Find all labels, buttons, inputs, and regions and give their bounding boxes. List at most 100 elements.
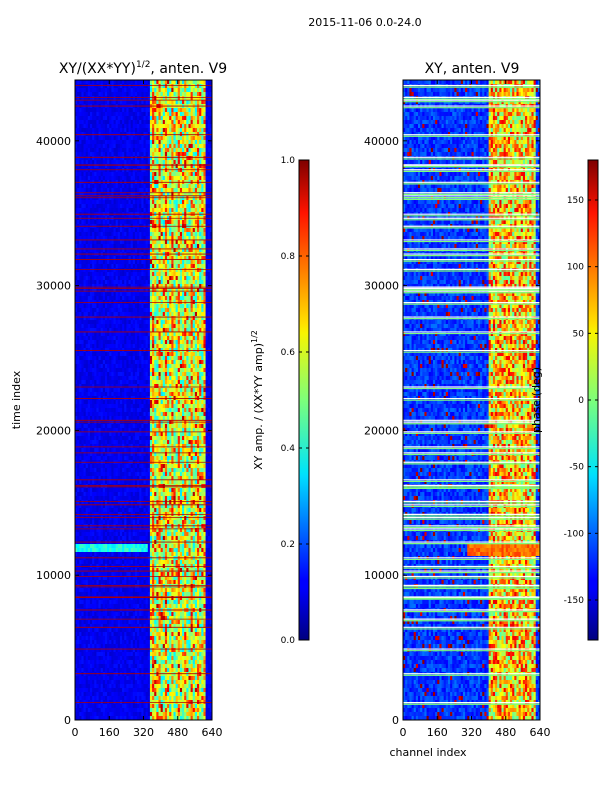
panel1-cell [109,316,112,321]
panel1-cell [169,136,172,141]
panel1-cell [154,196,157,201]
panel1-cell [201,152,204,157]
panel1-cell [75,100,78,105]
panel1-cell [171,360,174,365]
panel1-cell [147,152,151,157]
panel1-cell [132,156,136,161]
panel1-cell [173,84,177,89]
panel1-cell [169,380,172,385]
panel1-cell [154,80,157,85]
panel1-cell [134,144,138,149]
panel1-cell [179,332,183,337]
panel1-cell [186,332,189,337]
panel1-cell [98,380,102,385]
panel1-cell [137,220,140,225]
panel1-cell [102,100,106,105]
panel1-cell [77,356,80,361]
panel1-cell [149,164,153,169]
panel1-cell [205,164,209,169]
panel1-cell [100,152,104,157]
panel1-cell [158,280,162,285]
panel1-cell [186,280,189,285]
panel1-cell [194,100,198,105]
panel1-cell [96,144,99,149]
panel1-cell [184,332,187,337]
panel1-cell [188,328,191,333]
panel1-cell [143,384,147,389]
panel1-cell [179,188,183,193]
panel1-cell [205,332,209,337]
panel1-cell [164,292,168,297]
panel1-cell [201,296,204,301]
panel1-cell [98,316,102,321]
panel1-cell [149,132,153,137]
panel1-cell [188,80,191,85]
panel1-cell [160,376,164,381]
panel1-cell [201,108,204,113]
panel1-cell [162,228,166,233]
panel1-cell [143,192,147,197]
panel1-cell [75,84,78,89]
panel1-cell [132,256,136,261]
panel1-cell [171,144,174,149]
panel1-cell [96,120,99,125]
panel1-cell [182,312,185,317]
panel1-cell [147,164,151,169]
panel1-cell [111,144,114,149]
panel1-cell [162,320,166,325]
panel1-cell [132,112,136,117]
panel1-cell [115,156,119,161]
panel1-cell [111,148,114,153]
panel1-cell [134,256,138,261]
panel1-cell [162,84,166,89]
panel1-cell [149,272,153,277]
panel1-cell [85,152,89,157]
panel1-cell [197,340,200,345]
panel1-cell [89,388,93,393]
panel1-cell [203,284,206,289]
panel1-cell [104,344,108,349]
panel1-cell [201,100,204,105]
panel1-cell [115,292,119,297]
panel1-cell [128,368,132,373]
panel1-cell [132,244,136,249]
panel1-cell [177,324,181,329]
panel1-cell [124,316,127,321]
panel1-cell [190,304,194,309]
panel1-cell [109,84,112,89]
panel1-cell [83,176,87,181]
panel1-cell [147,232,151,237]
panel1-cell [175,116,179,121]
panel1-cell [162,312,166,317]
panel1-cell [100,124,104,129]
panel1-cell [141,176,144,181]
panel1-cell [124,292,127,297]
panel1-cell [83,220,87,225]
panel1-cell [107,200,110,205]
panel1-cell [158,380,162,385]
panel1-cell [160,144,164,149]
panel1-cell [75,160,78,165]
panel1-cell [149,116,153,121]
panel1-cell [79,244,82,249]
panel1-cell [137,172,140,177]
panel1-cell [94,128,97,133]
panel1-cell [124,128,127,133]
panel1-cell [109,260,112,265]
panel1-cell [156,272,159,277]
panel1-cell [154,144,157,149]
panel1-cell [122,312,125,317]
panel1-cell [194,140,198,145]
panel1-cell [205,316,209,321]
panel1-cell [104,328,108,333]
panel1-cell [87,176,91,181]
panel1-cell [139,192,142,197]
panel1-cell [137,200,140,205]
panel1-cell [167,128,170,133]
panel1-cell [77,128,80,133]
panel1-cell [164,124,168,129]
panel1-cell [109,172,112,177]
panel1-cell [96,84,99,89]
panel1-cell [109,116,112,121]
panel1-cell [175,84,179,89]
